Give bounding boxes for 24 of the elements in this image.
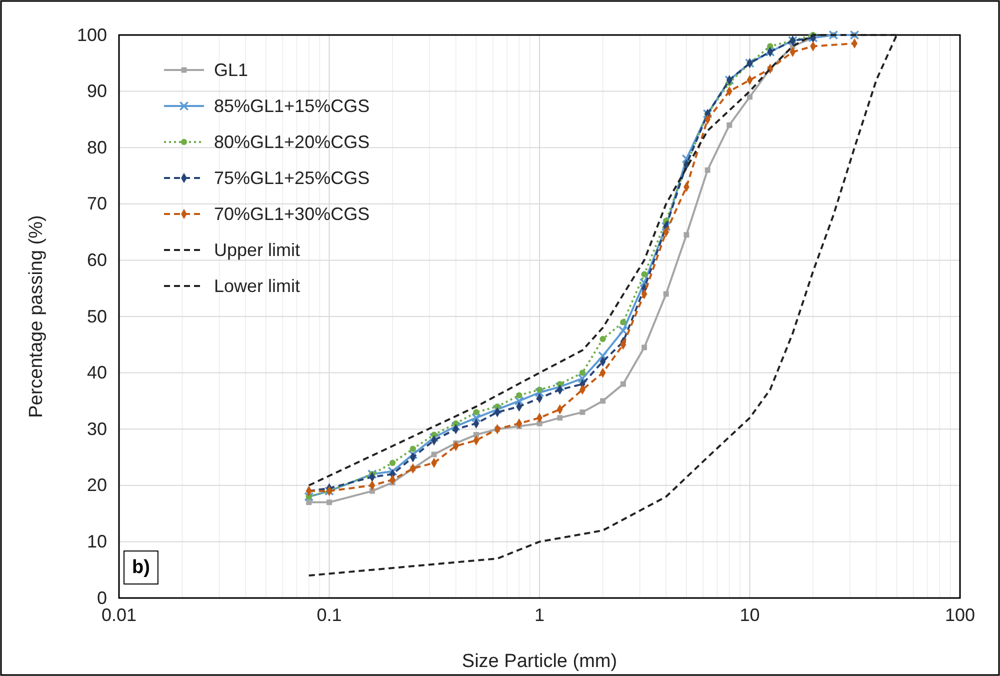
- legend-label: Lower limit: [214, 276, 300, 296]
- x-tick-label: 1: [534, 604, 545, 625]
- legend-label: 70%GL1+30%CGS: [214, 204, 370, 224]
- annotation: b): [132, 557, 150, 578]
- y-tick-label: 50: [86, 306, 107, 326]
- y-tick-label: 80: [86, 137, 107, 158]
- x-tick-label: 0.1: [316, 604, 342, 625]
- y-tick-label: 60: [86, 250, 107, 270]
- legend-label: 80%GL1+20%CGS: [214, 132, 370, 152]
- y-tick-label: 100: [76, 24, 107, 45]
- y-tick-label: 20: [86, 475, 107, 496]
- x-axis-title: Size Particle (mm): [462, 651, 618, 672]
- legend-label: 85%GL1+15%CGS: [214, 96, 370, 116]
- y-tick-label: 30: [86, 418, 107, 439]
- x-tick-label: 10: [740, 604, 760, 625]
- y-axis-title: Percentage passing (%): [26, 215, 47, 418]
- x-tick-label: 100: [944, 604, 976, 625]
- legend-label: Upper limit: [214, 240, 300, 260]
- y-tick-label: 70: [86, 194, 107, 214]
- y-tick-label: 90: [86, 81, 107, 102]
- legend-label: 75%GL1+25%CGS: [214, 168, 370, 188]
- y-tick-label: 10: [86, 531, 107, 552]
- legend-label: GL1: [214, 60, 248, 80]
- y-tick-label: 40: [86, 362, 107, 383]
